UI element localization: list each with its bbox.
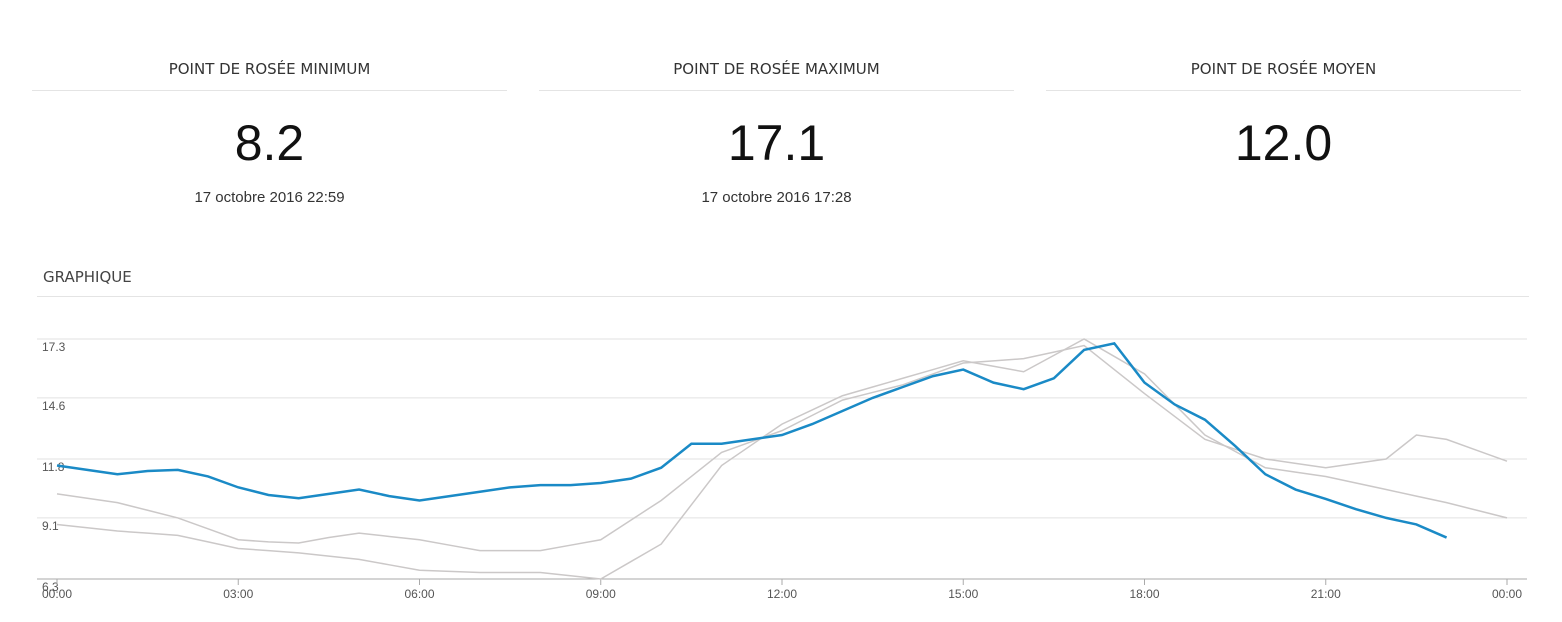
x-tick-label: 15:00 [948, 587, 978, 601]
y-tick-label: 9.1 [42, 519, 59, 533]
stat-date: 17 octobre 2016 17:28 [701, 189, 852, 206]
y-tick-label: 17.3 [42, 340, 66, 354]
stat-value: 17.1 [727, 115, 826, 171]
stat-date: 17 octobre 2016 22:59 [194, 189, 345, 206]
stat-value: 12.0 [1234, 115, 1333, 171]
series-line [56, 341, 1448, 539]
series-line [56, 338, 1508, 580]
stat-divider [1046, 90, 1521, 91]
x-tick-label: 06:00 [404, 587, 434, 601]
x-tick-label: 21:00 [1311, 587, 1341, 601]
x-tick-label: 03:00 [223, 587, 253, 601]
x-tick-label: 00:00 [42, 587, 72, 601]
section-title: GRAPHIQUE [43, 268, 132, 286]
x-tick-label: 00:00 [1492, 587, 1522, 601]
y-tick-label: 14.6 [42, 399, 66, 413]
stat-divider [32, 90, 507, 91]
y-tick-label: 11.8 [42, 460, 65, 474]
stat-value: 8.2 [234, 115, 305, 171]
divider [37, 296, 1529, 297]
series-line [56, 344, 1508, 552]
stat-title: POINT DE ROSÉE MOYEN [1190, 60, 1377, 78]
x-tick-label: 12:00 [767, 587, 797, 601]
stat-title: POINT DE ROSÉE MINIMUM [168, 60, 371, 78]
stat-title: POINT DE ROSÉE MAXIMUM [673, 60, 880, 78]
x-tick-label: 18:00 [1129, 587, 1159, 601]
x-tick-label: 09:00 [586, 587, 616, 601]
y-tick-label: 6.3 [42, 580, 59, 594]
stat-divider [539, 90, 1014, 91]
